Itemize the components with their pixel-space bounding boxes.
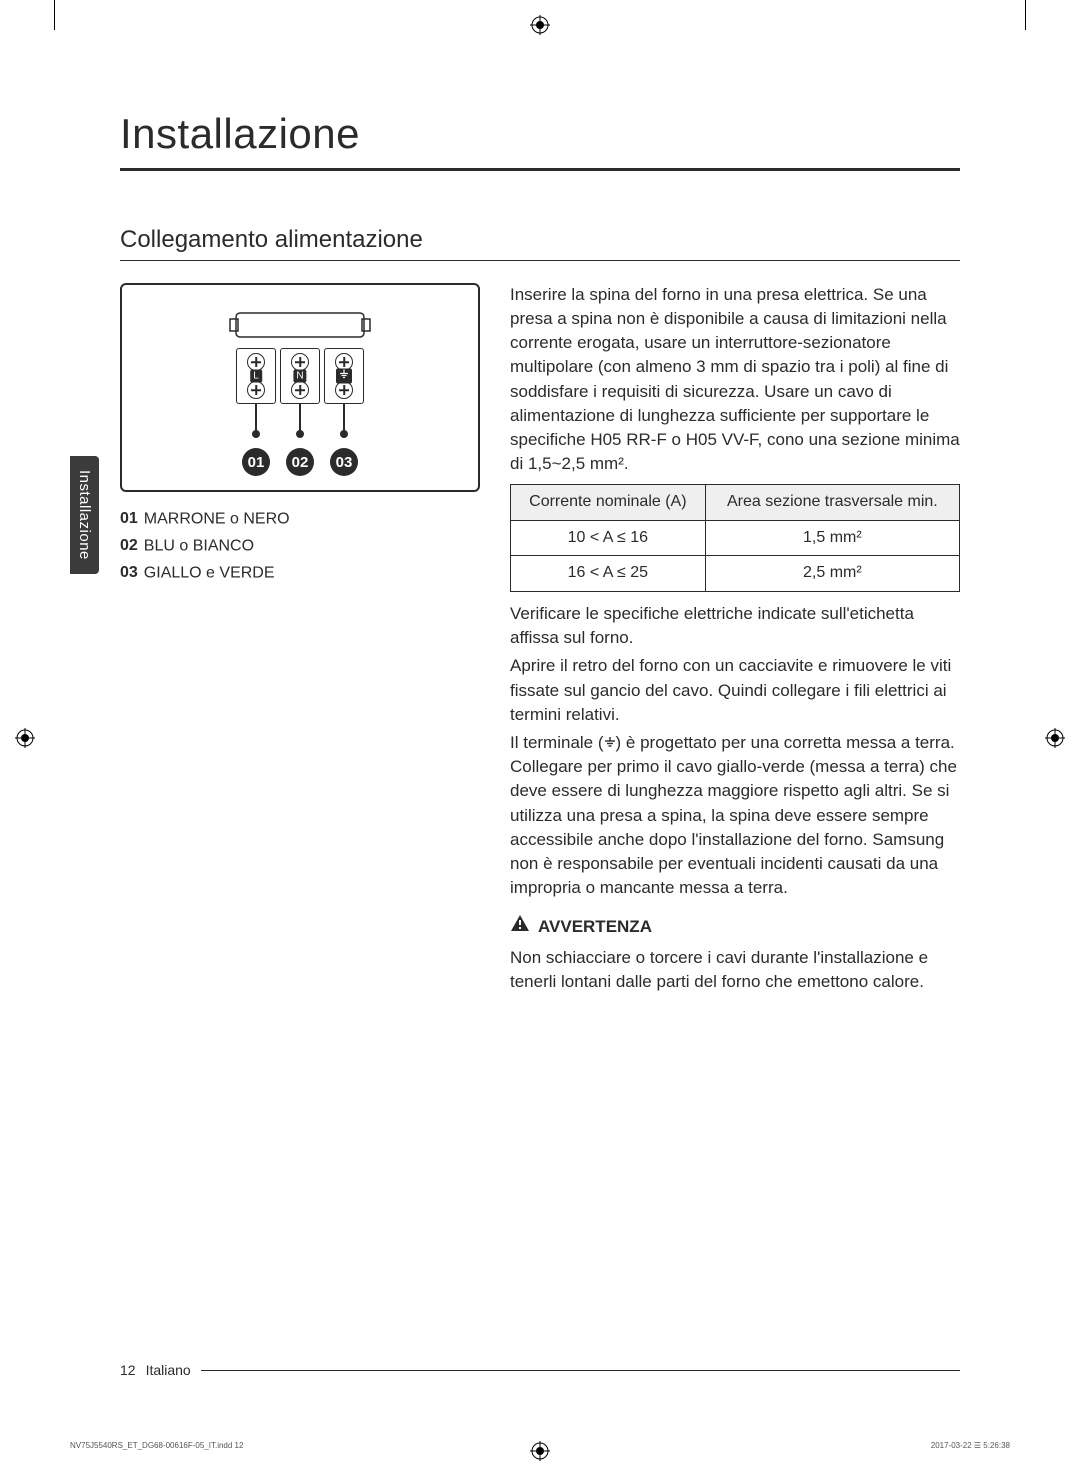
table-cell: 16 < A ≤ 25 [511, 556, 706, 592]
print-meta-timestamp: 2017-03-22 ☰ 5:26:38 [931, 1441, 1010, 1450]
warning-text: Non schiacciare o torcere i cavi durante… [510, 946, 960, 994]
print-meta-filename: NV75J5540RS_ET_DG68-00616F-05_IT.indd 12 [70, 1441, 243, 1450]
badge-02: 02 [286, 448, 314, 476]
intro-paragraph: Inserire la spina del forno in una presa… [510, 283, 960, 476]
legend-num: 02 [120, 533, 138, 559]
legend-row: 02 BLU o BIANCO [120, 533, 480, 560]
badge-01: 01 [242, 448, 270, 476]
page-number: 12 [120, 1362, 136, 1378]
crop-mark [54, 0, 55, 30]
registration-mark-icon [1045, 728, 1065, 748]
terminal-l: L [236, 348, 276, 404]
spec-table: Corrente nominale (A) Area sezione trasv… [510, 484, 960, 592]
warning-icon [510, 914, 530, 940]
registration-mark-icon [530, 1441, 550, 1461]
ground-icon [604, 731, 616, 755]
legend-text: BLU o BIANCO [144, 537, 254, 554]
footer-language: Italiano [146, 1362, 191, 1378]
footer-rule [201, 1370, 960, 1371]
table-cell: 1,5 mm² [705, 520, 959, 556]
body-paragraph: Verificare le specifiche elettriche indi… [510, 602, 960, 650]
wire-legend: 01 MARRONE o NERO 02 BLU o BIANCO 03 GIALLO… [120, 506, 480, 586]
table-header: Area sezione trasversale min. [705, 485, 959, 521]
body-paragraph: Il terminale () è progettato per una cor… [510, 731, 960, 900]
legend-text: GIALLO e VERDE [144, 564, 275, 581]
section-title: Collegamento alimentazione [120, 226, 960, 261]
terminal-housing-icon [200, 303, 400, 343]
table-row: 10 < A ≤ 16 1,5 mm² [511, 520, 960, 556]
para4-pre: Il terminale ( [510, 733, 604, 752]
terminal-n: N [280, 348, 320, 404]
badge-03: 03 [330, 448, 358, 476]
legend-num: 03 [120, 560, 138, 586]
table-cell: 2,5 mm² [705, 556, 959, 592]
body-paragraph: Aprire il retro del forno con un cacciav… [510, 654, 960, 726]
wiring-diagram: L N [120, 283, 480, 492]
table-cell: 10 < A ≤ 16 [511, 520, 706, 556]
crop-mark [1025, 0, 1026, 30]
terminal-ground [324, 348, 364, 404]
para4-post: ) è progettato per una corretta messa a … [510, 733, 957, 897]
warning-label: AVVERTENZA [538, 915, 652, 939]
table-row: 16 < A ≤ 25 2,5 mm² [511, 556, 960, 592]
page-footer: 12 Italiano [120, 1362, 960, 1378]
legend-num: 01 [120, 506, 138, 532]
table-header: Corrente nominale (A) [511, 485, 706, 521]
registration-mark-icon [530, 15, 550, 35]
registration-mark-icon [15, 728, 35, 748]
legend-row: 01 MARRONE o NERO [120, 506, 480, 533]
warning-heading: AVVERTENZA [510, 914, 960, 940]
legend-text: MARRONE o NERO [144, 510, 290, 527]
legend-row: 03 GIALLO e VERDE [120, 560, 480, 587]
side-tab: Installazione [70, 456, 99, 574]
chapter-title: Installazione [120, 110, 960, 171]
